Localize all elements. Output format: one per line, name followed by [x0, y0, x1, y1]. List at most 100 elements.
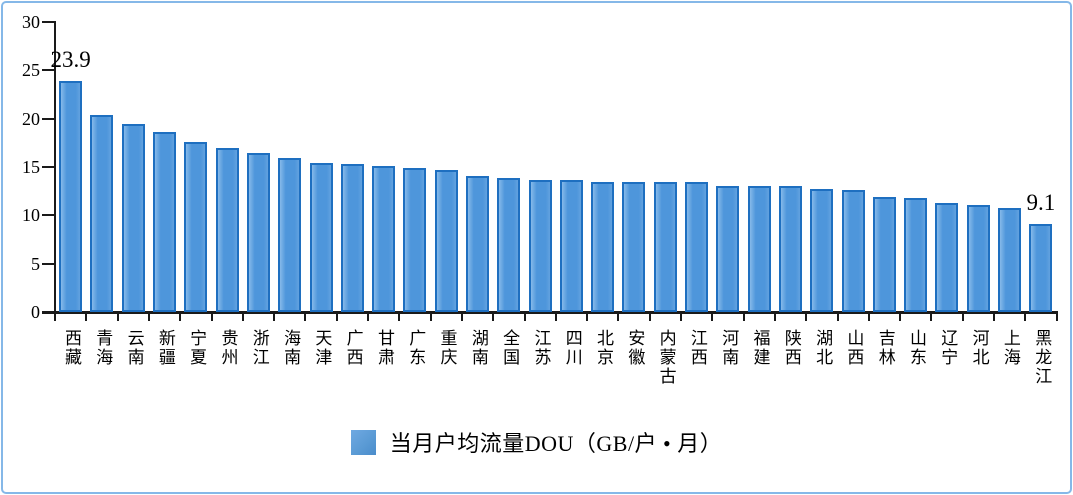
category-cell-湖南: 湖南 [462, 329, 493, 386]
category-label-河北: 河北 [969, 329, 989, 367]
category-labels: 西藏 青海 云南 新疆 宁夏 贵州 浙江 海南 天津 广西 甘肃 广东 重庆 湖南 全国 江苏 四川 北京 安徽 内蒙… [55, 329, 1057, 386]
bar-西藏 [59, 80, 83, 312]
category-label-山东: 山东 [907, 329, 926, 367]
category-label-上海: 上海 [1000, 329, 1020, 367]
bar-湖南 [466, 175, 489, 312]
y-tick-label-20: 20 [22, 108, 40, 129]
legend: 当月户均流量DOU（GB/户 • 月） [0, 426, 1073, 458]
category-label-海南: 海南 [281, 329, 301, 367]
x-axis-line [42, 311, 1058, 314]
category-label-辽宁: 辽宁 [938, 329, 958, 367]
bar-福建 [747, 186, 771, 312]
x-tick-14 [492, 313, 495, 321]
category-label-天津: 天津 [312, 329, 332, 367]
x-tick-25 [836, 313, 839, 321]
category-label-四川: 四川 [562, 329, 582, 367]
x-tick-9 [335, 313, 338, 321]
bar-cell-广西 [337, 22, 368, 312]
y-axis-line [54, 21, 56, 313]
category-label-山西: 山西 [844, 329, 864, 367]
bar-cell-北京 [587, 22, 618, 312]
category-label-青海: 青海 [93, 329, 113, 367]
category-label-重庆: 重庆 [437, 329, 457, 367]
bar-cell-宁夏 [180, 22, 211, 312]
y-tick-label-15: 15 [22, 157, 40, 177]
bar-新疆 [153, 132, 177, 312]
category-label-安徽: 安徽 [625, 329, 645, 367]
bar-cell-浙江 [243, 22, 274, 312]
bar-cell-山西 [837, 22, 868, 312]
x-tick-23 [773, 313, 776, 321]
bar-cell-重庆 [431, 22, 462, 312]
category-label-湖南: 湖南 [468, 329, 488, 367]
bar-山西 [841, 190, 865, 312]
bar-湖北 [810, 189, 834, 312]
y-tick-15 [42, 166, 55, 168]
category-cell-内蒙古: 内蒙古 [650, 329, 681, 386]
category-cell-宁夏: 宁夏 [180, 329, 211, 386]
x-tick-4 [179, 313, 182, 321]
category-label-甘肃: 甘肃 [374, 329, 394, 367]
x-tick-20 [680, 313, 682, 321]
x-tick-12 [429, 313, 432, 321]
y-tick-20 [42, 117, 55, 120]
bar-cell-黑龙江: 9.1 [1025, 22, 1056, 312]
category-cell-山东: 山东 [900, 329, 931, 386]
x-tick-28 [930, 313, 933, 321]
bar-浙江 [246, 153, 270, 312]
category-label-云南: 云南 [124, 329, 144, 367]
category-cell-陕西: 陕西 [775, 329, 806, 386]
category-label-宁夏: 宁夏 [187, 329, 207, 367]
y-tick-label-25: 25 [22, 60, 40, 81]
bar-cell-新疆 [149, 22, 180, 312]
bar-cell-安徽 [618, 22, 649, 312]
x-tick-24 [805, 313, 808, 321]
bar-甘肃 [372, 166, 396, 312]
bar-陕西 [778, 186, 802, 312]
category-cell-安徽: 安徽 [618, 329, 649, 386]
category-cell-甘肃: 甘肃 [368, 329, 399, 386]
x-tick-7 [273, 313, 276, 321]
x-tick-6 [241, 313, 244, 321]
bar-cell-四川 [556, 22, 587, 312]
category-label-广西: 广西 [343, 329, 363, 367]
category-cell-西藏: 西藏 [55, 329, 86, 386]
category-cell-天津: 天津 [305, 329, 336, 386]
bar-黑龙江 [1029, 224, 1053, 312]
y-tick-label-0: 0 [31, 302, 40, 322]
bar-天津 [309, 163, 333, 312]
category-label-内蒙古: 内蒙古 [656, 329, 676, 386]
bar-cell-福建 [744, 22, 775, 312]
legend-label: 当月户均流量DOU（GB/户 • 月） [389, 431, 723, 456]
category-cell-吉林: 吉林 [869, 329, 900, 386]
category-label-北京: 北京 [594, 329, 614, 367]
data-label-西藏: 23.9 [50, 46, 91, 72]
category-cell-海南: 海南 [274, 329, 305, 386]
category-cell-云南: 云南 [118, 329, 149, 386]
bar-cell-湖南 [462, 22, 493, 312]
bar-cell-山东 [900, 22, 931, 312]
x-tick-29 [961, 313, 964, 321]
bar-cell-上海 [994, 22, 1025, 312]
category-cell-四川: 四川 [556, 329, 587, 386]
category-label-陕西: 陕西 [781, 329, 801, 367]
x-tick-0 [54, 313, 56, 321]
x-tick-26 [867, 313, 870, 321]
bar-北京 [591, 181, 615, 312]
x-tick-31 [1024, 313, 1027, 321]
x-tick-30 [993, 313, 995, 321]
bar-内蒙古 [653, 182, 677, 312]
bar-cell-河北 [963, 22, 994, 312]
y-tick-0 [42, 311, 55, 313]
bar-四川 [559, 179, 583, 312]
bar-cell-内蒙古 [650, 22, 681, 312]
bar-宁夏 [184, 141, 208, 312]
bar-山东 [904, 197, 928, 312]
category-label-广东: 广东 [406, 329, 426, 367]
bar-cell-贵州 [211, 22, 242, 312]
bar-青海 [90, 114, 114, 312]
y-tick-label-10: 10 [22, 205, 40, 226]
x-tick-22 [742, 313, 745, 321]
bar-cell-海南 [274, 22, 305, 312]
